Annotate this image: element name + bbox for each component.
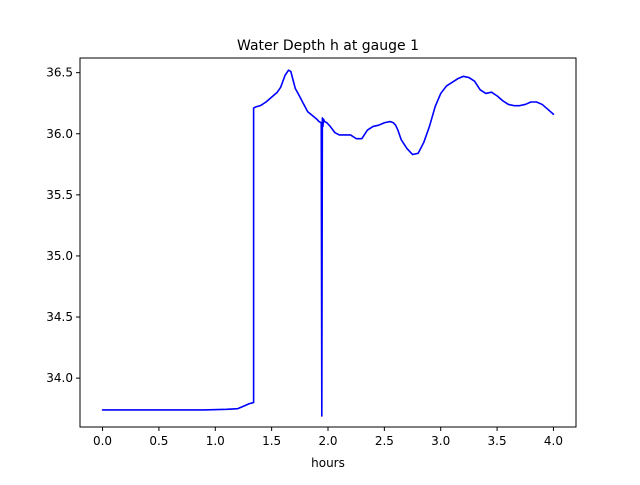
- x-tick-label: 1.0: [206, 434, 225, 448]
- x-tick-label: 2.5: [375, 434, 394, 448]
- y-tick-label: 34.0: [46, 371, 73, 385]
- x-tick-label: 0.0: [93, 434, 112, 448]
- y-tick-label: 36.5: [46, 66, 73, 80]
- chart-title: Water Depth h at gauge 1: [237, 38, 419, 54]
- x-tick-label: 2.0: [318, 434, 337, 448]
- y-tick-label: 35.0: [46, 249, 73, 263]
- plot-area: [101, 69, 555, 417]
- y-tick-label: 34.5: [46, 310, 73, 324]
- x-tick-label: 4.0: [544, 434, 563, 448]
- y-tick-label: 36.0: [46, 127, 73, 141]
- y-axis-ticks: 34.0 34.5 35.0 35.5 36.0 36.5: [46, 66, 80, 385]
- x-tick-label: 1.5: [262, 434, 281, 448]
- x-tick-label: 0.5: [149, 434, 168, 448]
- x-axis-label: hours: [311, 456, 345, 470]
- x-tick-label: 3.0: [431, 434, 450, 448]
- series-line-1: [101, 69, 555, 417]
- x-axis-ticks: 0.0 0.5 1.0 1.5 2.0 2.5 3.0 3.5 4.0: [93, 427, 563, 448]
- y-tick-label: 35.5: [46, 188, 73, 202]
- x-tick-label: 3.5: [488, 434, 507, 448]
